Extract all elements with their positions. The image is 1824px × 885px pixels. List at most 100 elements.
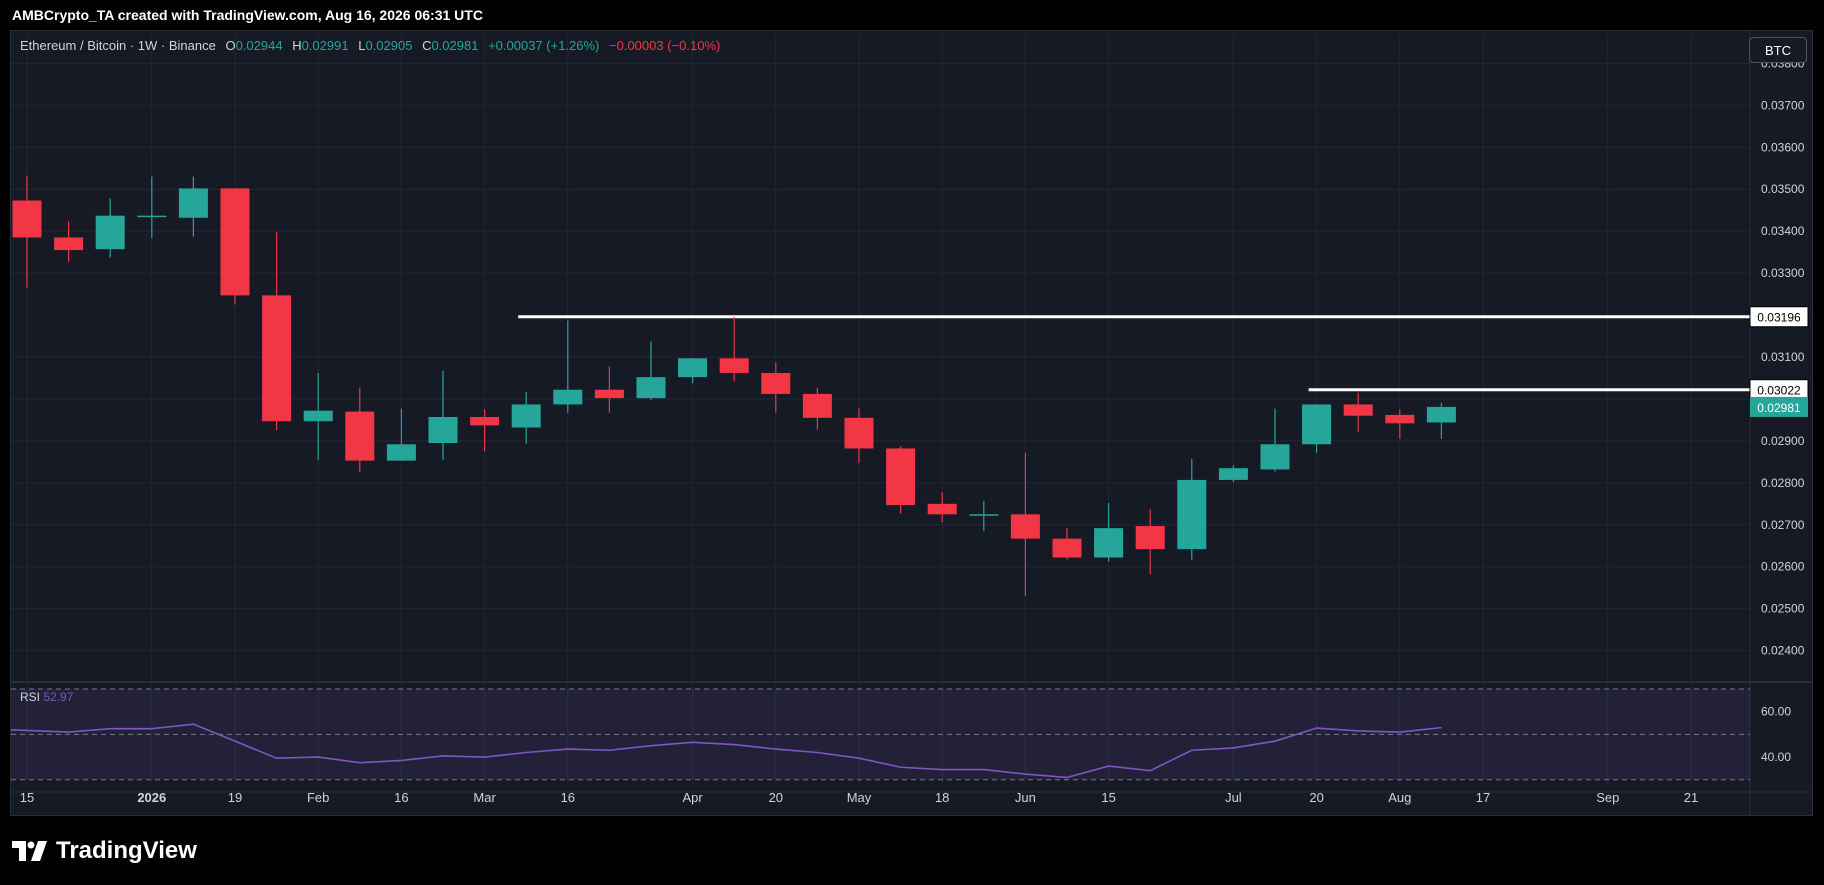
- bullish-candle: [178, 176, 208, 237]
- time-tick-label: 15: [1101, 790, 1115, 805]
- bullish-candle: [1260, 408, 1290, 472]
- candle-body: [1218, 468, 1248, 480]
- bullish-candle: [511, 391, 541, 444]
- bearish-candle: [844, 408, 874, 464]
- time-tick-label: 20: [769, 790, 783, 805]
- bullish-candle: [678, 358, 708, 384]
- bullish-candle: [1302, 404, 1332, 453]
- bullish-candle: [303, 372, 333, 460]
- candle-body: [262, 295, 292, 422]
- bearish-candle: [1135, 509, 1165, 575]
- candle-body: [345, 411, 375, 461]
- candle-body: [470, 416, 500, 426]
- symbol-legend: Ethereum / Bitcoin · 1W · Binance O 0.029…: [20, 38, 720, 53]
- currency-button[interactable]: BTC: [1749, 37, 1807, 63]
- bullish-candle: [428, 370, 458, 460]
- chart-frame[interactable]: [10, 30, 1813, 816]
- candle-body: [1135, 526, 1165, 550]
- bearish-candle: [927, 492, 957, 522]
- time-tick-label: Sep: [1596, 790, 1619, 805]
- candle-body: [1052, 538, 1082, 558]
- time-tick-label: 21: [1684, 790, 1698, 805]
- bearish-candle: [1343, 392, 1373, 432]
- candle-body: [12, 200, 42, 238]
- time-tick-label: 19: [228, 790, 242, 805]
- candle-body: [969, 514, 999, 516]
- bearish-candle: [594, 366, 624, 413]
- time-tick-label: Jul: [1225, 790, 1242, 805]
- candle-body: [761, 372, 791, 394]
- bearish-candle: [761, 362, 791, 413]
- tradingview-logo[interactable]: TradingView: [12, 836, 197, 866]
- candle-body: [1343, 404, 1373, 416]
- price-tick-label: 0.03600: [1761, 140, 1805, 154]
- candle-body: [178, 188, 208, 218]
- candle-body: [636, 377, 666, 399]
- bearish-candle: [802, 387, 832, 430]
- candle-body: [137, 215, 167, 218]
- rsi-value: 52.97: [43, 690, 74, 704]
- high-value: 0.02991: [301, 38, 349, 53]
- tradingview-logo-icon: [12, 841, 47, 861]
- rsi-label[interactable]: RSI: [20, 690, 41, 704]
- candle-body: [303, 410, 333, 422]
- candle-body: [927, 503, 957, 515]
- price-tick-label: 0.02500: [1761, 602, 1805, 616]
- bullish-candle: [1218, 465, 1248, 483]
- price-tick-label: 0.02800: [1761, 476, 1805, 490]
- bearish-candle: [12, 175, 42, 288]
- time-tick-label: 20: [1309, 790, 1323, 805]
- candle-body: [678, 358, 708, 378]
- low-value: 0.02905: [365, 38, 413, 53]
- price-tick-label: 0.03400: [1761, 224, 1805, 238]
- price-tick-label: 0.03100: [1761, 350, 1805, 364]
- candle-body: [844, 417, 874, 449]
- candle-body: [1260, 444, 1290, 470]
- time-tick-label: 17: [1476, 790, 1490, 805]
- rsi-tick-label: 40.00: [1761, 750, 1791, 764]
- time-tick-label: May: [847, 790, 872, 805]
- price-tick-label: 0.02900: [1761, 434, 1805, 448]
- last-price-tag: [1750, 396, 1808, 417]
- level-price-label: 0.03196: [1757, 311, 1801, 325]
- price-tick-label: 0.02700: [1761, 518, 1805, 532]
- candle-body: [1426, 406, 1456, 423]
- time-tick-label: 15: [20, 790, 34, 805]
- open-label: O: [225, 38, 236, 53]
- price-tick-label: 0.03700: [1761, 98, 1805, 112]
- bearish-candle: [470, 409, 500, 452]
- price-tick-label: 0.03500: [1761, 182, 1805, 196]
- close-label: C: [422, 38, 432, 53]
- candle-body: [511, 404, 541, 428]
- time-tick-label: Jun: [1015, 790, 1036, 805]
- bullish-candle: [137, 176, 167, 239]
- candle-body: [553, 389, 583, 405]
- rsi-line: [10, 723, 1442, 779]
- time-tick-label: 16: [561, 790, 575, 805]
- candle-body: [95, 215, 125, 250]
- price-tick-label: 0.02400: [1761, 644, 1805, 658]
- bearish-candle: [1052, 528, 1082, 560]
- candle-body: [1177, 479, 1207, 550]
- time-tick-label: Mar: [473, 790, 496, 805]
- price-tick-label: 0.03300: [1761, 266, 1805, 280]
- level-price-tag: [1749, 306, 1809, 328]
- time-tick-label: 18: [935, 790, 949, 805]
- bearish-candle: [1010, 452, 1040, 597]
- rsi-tick-label: 60.00: [1761, 705, 1791, 719]
- symbol-title[interactable]: Ethereum / Bitcoin · 1W · Binance: [20, 38, 216, 53]
- level-price-label: 0.03022: [1757, 384, 1801, 398]
- bearish-candle: [262, 232, 292, 431]
- change-secondary-value: −0.00003 (−0.10%): [609, 38, 721, 53]
- bullish-candle: [95, 198, 125, 258]
- close-value: 0.02981: [431, 38, 479, 53]
- bearish-candle: [54, 221, 84, 262]
- time-tick-label: Feb: [307, 790, 329, 805]
- candle-body: [719, 358, 749, 373]
- bullish-candle: [1094, 502, 1124, 562]
- rsi-legend: RSI 52.97: [20, 690, 73, 704]
- bullish-candle: [1426, 402, 1456, 439]
- candle-body: [1302, 404, 1332, 445]
- last-price-label: 0.02981: [1757, 401, 1801, 415]
